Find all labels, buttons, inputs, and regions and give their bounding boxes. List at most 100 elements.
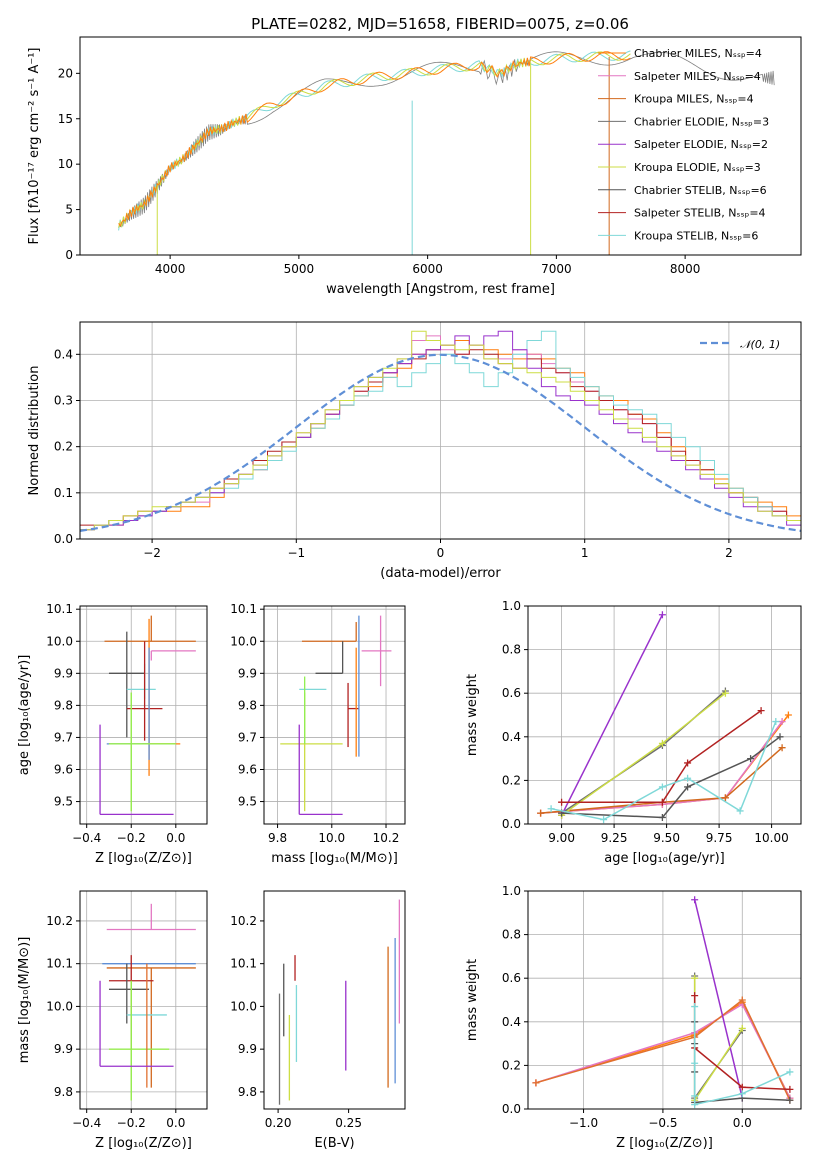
y-tick-label: 10.1 [230, 602, 257, 616]
y-tick-label: 9.9 [54, 666, 73, 680]
y-tick-label: 10.1 [46, 602, 73, 616]
y-tick-label: 0.3 [54, 393, 73, 407]
weight-series-line [693, 1006, 791, 1106]
y-tick-label: 0.6 [502, 971, 521, 985]
weight-point-marker [658, 798, 666, 806]
y-tick-label: 9.9 [238, 1042, 257, 1056]
weight-point-marker [747, 755, 755, 763]
y-axis-label: mass [log₁₀(M/M⊙)] [17, 937, 32, 1064]
panel-age-vs-Z: −0.4 −0.2 0.0 9.5 9.6 9.7 9.8 9.9 10.0 10.1 Z [log… [17, 602, 208, 866]
legend-label: Kroupa STELIB, Nₛₛₚ=6 [634, 229, 758, 242]
weight-point-marker [772, 718, 780, 726]
weight-point-marker [691, 1059, 699, 1067]
y-axis-label: mass weight [465, 674, 480, 756]
model-spectrum-line [118, 51, 631, 227]
x-axis-label: E(B-V) [314, 1136, 354, 1151]
weight-point-marker [784, 711, 792, 719]
x-tick-label: 10.2 [373, 831, 400, 845]
y-tick-label: 0.4 [502, 730, 521, 744]
x-axis-label: (data-model)/error [380, 566, 501, 581]
x-axis-label: wavelength [Angstrom, rest frame] [326, 282, 555, 297]
y-axis-label: Flux [fλ10⁻¹⁷ erg cm⁻² s⁻¹ A⁻¹] [27, 48, 42, 245]
legend-label: Salpeter MILES, Nₛₛₚ=4 [634, 70, 761, 83]
y-tick-label: 10.2 [46, 914, 73, 928]
x-tick-label: 9.00 [548, 831, 575, 845]
weight-point-marker [776, 733, 784, 741]
weight-point-marker [738, 996, 746, 1004]
y-tick-label: 10.1 [230, 957, 257, 971]
weight-point-marker [691, 992, 699, 1000]
y-tick-label: 0.2 [502, 773, 521, 787]
legend-label: Salpeter ELODIE, Nₛₛₚ=2 [634, 138, 768, 151]
y-tick-label: 5 [65, 203, 73, 217]
x-tick-label: −0.2 [117, 831, 146, 845]
y-tick-label: 9.9 [238, 666, 257, 680]
y-tick-label: 10 [58, 157, 73, 171]
plot-area [99, 615, 196, 816]
y-tick-label: 9.9 [54, 1042, 73, 1056]
x-tick-label: −1.0 [569, 1116, 598, 1130]
x-tick-label: −0.2 [117, 1116, 146, 1130]
axes-frame [79, 605, 208, 825]
weight-point-marker [738, 1024, 746, 1032]
x-tick-label: −0.4 [72, 831, 101, 845]
plot-area [80, 330, 801, 532]
weight-point-marker [558, 798, 566, 806]
legend-label: Kroupa MILES, Nₛₛₚ=4 [634, 93, 754, 106]
x-tick-label: 9.25 [601, 831, 628, 845]
weight-series-line [560, 614, 664, 816]
y-tick-label: 0 [65, 248, 73, 262]
y-tick-label: 0.0 [54, 532, 73, 546]
x-tick-label: −0.4 [72, 1116, 101, 1130]
x-tick-label: 0.0 [166, 1116, 185, 1130]
x-axis-label: age [log₁₀(age/yr)] [604, 851, 725, 866]
y-tick-label: 10.0 [46, 999, 73, 1013]
x-tick-label: 6000 [412, 262, 443, 276]
weight-series-line [693, 976, 743, 1101]
legend-label: Chabrier MILES, Nₛₛₚ=4 [634, 47, 762, 60]
y-tick-label: 9.8 [54, 1085, 73, 1099]
weight-point-marker [684, 783, 692, 791]
weight-point-marker [721, 794, 729, 802]
y-tick-label: 10.2 [230, 914, 257, 928]
y-tick-label: 1.0 [502, 599, 521, 613]
y-tick-label: 10.0 [230, 634, 257, 648]
weight-point-marker [691, 1101, 699, 1109]
y-tick-label: 9.6 [238, 763, 257, 777]
y-tick-label: 0.4 [54, 347, 73, 361]
y-tick-label: 0.8 [502, 643, 521, 657]
model-spectrum-line [118, 51, 631, 229]
legend-label: Kroupa ELODIE, Nₛₛₚ=3 [634, 161, 761, 174]
y-tick-label: 9.7 [54, 730, 73, 744]
y-tick-label: 9.8 [238, 698, 257, 712]
x-tick-label: −0.5 [648, 1116, 677, 1130]
plot-area [118, 50, 775, 255]
x-axis-label: Z [log₁₀(Z/Z⊙)] [95, 1136, 192, 1151]
weight-series-line [540, 721, 783, 814]
x-axis-label: Z [log₁₀(Z/Z⊙)] [95, 851, 192, 866]
y-tick-label: 9.8 [54, 698, 73, 712]
weight-point-marker [738, 1083, 746, 1091]
y-tick-label: 10.0 [230, 999, 257, 1013]
panel-weight-vs-Z: −1.0 −0.5 0.0 0.0 0.2 0.4 0.6 0.8 1.0 Z [log₁₀(Z/… [465, 884, 802, 1151]
y-tick-label: 0.1 [54, 486, 73, 500]
legend-label: Chabrier STELIB, Nₛₛₚ=6 [634, 184, 767, 197]
x-tick-label: 9.75 [706, 831, 733, 845]
weight-point-marker [691, 974, 699, 982]
panels: Chabrier MILES, Nₛₛₚ=4 Salpeter MILES, Nₛ… [17, 36, 802, 1151]
axes-frame [527, 890, 802, 1110]
x-tick-label: 10.0 [318, 831, 345, 845]
panel-spectrum: Chabrier MILES, Nₛₛₚ=4 Salpeter MILES, Nₛ… [27, 36, 802, 297]
panel-residuals: 𝒩(0, 1) −2 −1 0 1 2 0.0 0.1 0.2 0.3 0.4 (data-model… [27, 321, 802, 581]
y-tick-label: 0.2 [502, 1058, 521, 1072]
y-tick-label: 9.8 [238, 1085, 257, 1099]
y-tick-label: 1.0 [502, 884, 521, 898]
weight-point-marker [786, 1085, 794, 1093]
weight-point-marker [786, 1068, 794, 1076]
x-tick-label: 0.25 [335, 1116, 362, 1130]
y-axis-label: age [log₁₀(age/yr)] [17, 655, 32, 776]
y-tick-label: 0.6 [502, 686, 521, 700]
plot-area [99, 903, 196, 1101]
weight-point-marker [684, 759, 692, 767]
